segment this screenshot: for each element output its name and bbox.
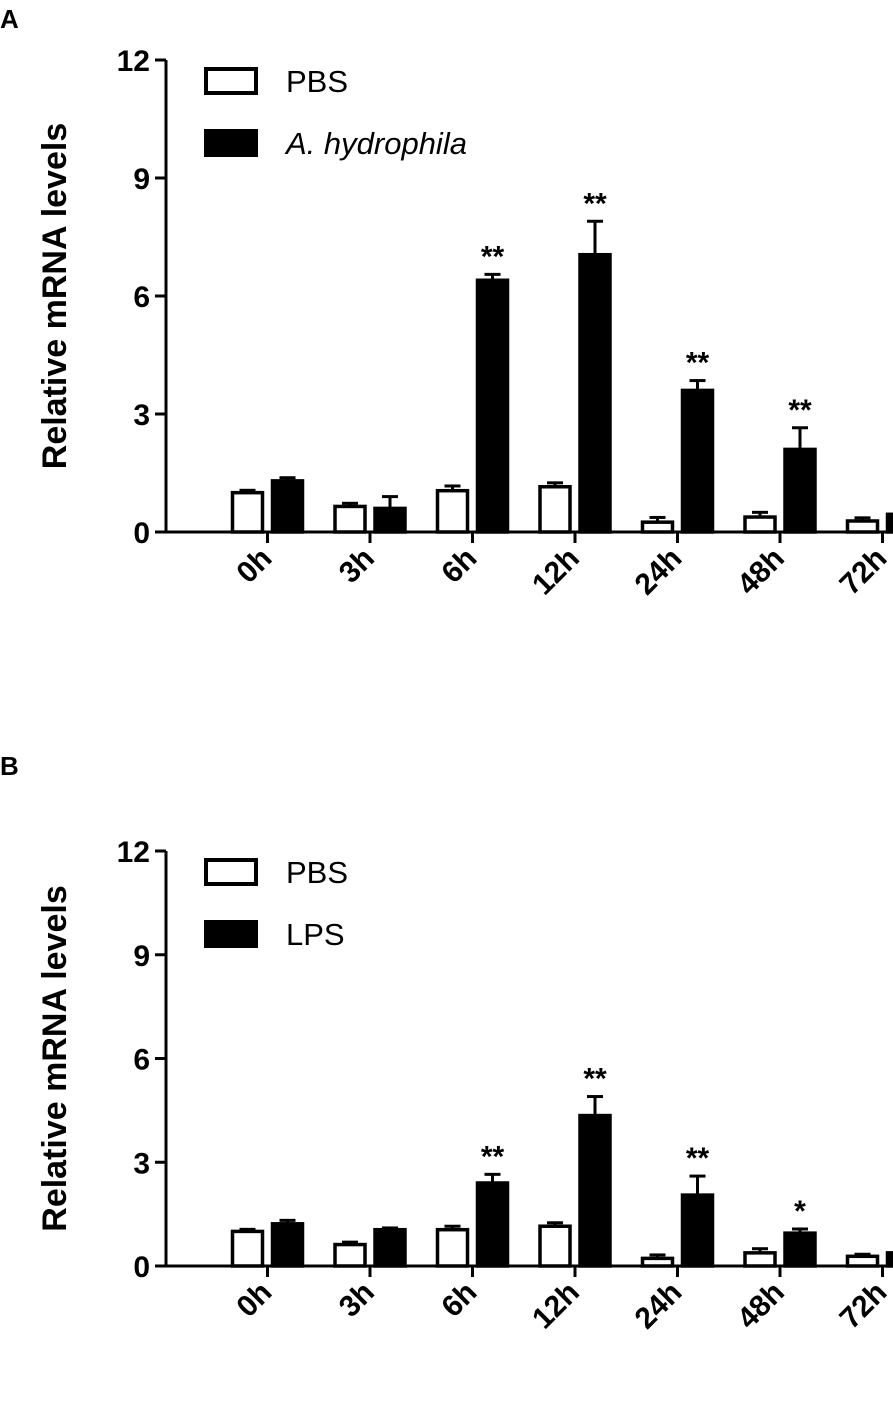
legend-label-pbs: PBS — [286, 855, 348, 890]
panel-b: B Relative mRNA levels 0 3 6 9 12 0h 3h 6h 12h 24h 4… — [0, 751, 893, 1336]
bar-pbs — [538, 485, 572, 534]
bar-treatment — [885, 1251, 893, 1268]
bar-pbs — [538, 1224, 572, 1268]
x-tick-label: 3h — [333, 542, 381, 590]
panel-a: A Relative mRNA levels 0 3 6 9 12 0h 3h 6h 12h 24h 4… — [0, 4, 893, 602]
bar-pbs — [435, 1227, 470, 1268]
y-tick-label: 0 — [133, 1251, 150, 1284]
bar-pbs — [640, 1256, 675, 1268]
x-tick-label: 48h — [731, 1276, 791, 1336]
significance-label: ** — [481, 240, 505, 273]
x-tick-label: 24h — [629, 542, 689, 602]
bar-pbs — [640, 520, 675, 534]
x-tick-label: 24h — [629, 1276, 689, 1336]
y-tick-label: 9 — [133, 940, 150, 973]
legend-label-pbs: PBS — [286, 64, 348, 99]
significance-label: ** — [788, 394, 812, 427]
y-tick-label: 12 — [117, 45, 150, 78]
x-tick-label: 48h — [731, 542, 791, 602]
bar-pbs — [333, 504, 367, 534]
legend-swatch-pbs — [204, 67, 258, 95]
bar-pbs — [230, 1229, 265, 1268]
bar-treatment — [680, 1193, 715, 1268]
legend-swatch-pbs — [204, 858, 258, 886]
bar-pbs — [845, 1254, 880, 1268]
bar-treatment — [885, 512, 893, 534]
x-tick-label: 12h — [526, 1276, 586, 1336]
bar-treatment — [373, 1227, 407, 1268]
x-tick-label: 3h — [333, 1276, 381, 1324]
x-tick-label: 6h — [435, 1276, 483, 1324]
bar-treatment — [578, 1113, 612, 1268]
y-axis-label: Relative mRNA levels — [36, 123, 74, 469]
legend-label-treatment: LPS — [286, 917, 345, 952]
x-tick-label: 0h — [230, 1276, 278, 1324]
significance-label: * — [794, 1195, 806, 1228]
y-tick-label: 3 — [133, 399, 150, 432]
significance-label: ** — [686, 1142, 710, 1175]
x-tick-label: 12h — [526, 542, 586, 602]
bar-treatment — [680, 388, 715, 534]
bar-treatment — [373, 506, 407, 534]
bar-treatment — [270, 1222, 305, 1268]
x-tick-label: 72h — [834, 1276, 893, 1336]
bar-pbs — [743, 515, 777, 534]
bar-treatment — [475, 1181, 510, 1268]
legend-label-treatment: A. hydrophila — [284, 126, 467, 161]
bar-treatment — [475, 278, 510, 534]
y-tick-label: 3 — [133, 1147, 150, 1180]
y-tick-label: 6 — [133, 281, 150, 314]
bar-pbs — [845, 519, 880, 534]
panel-letter: B — [0, 751, 19, 781]
significance-label: ** — [583, 187, 607, 220]
panel-letter: A — [0, 4, 19, 34]
bar-treatment — [783, 447, 817, 534]
bar-pbs — [333, 1242, 367, 1268]
y-tick-label: 9 — [133, 163, 150, 196]
y-tick-label: 0 — [133, 517, 150, 550]
bar-treatment — [578, 252, 612, 534]
y-tick-label: 12 — [117, 836, 150, 869]
bar-pbs — [743, 1251, 777, 1268]
legend-swatch-treatment — [204, 129, 258, 157]
bar-pbs — [230, 490, 265, 534]
x-tick-label: 72h — [834, 542, 893, 602]
significance-label: ** — [583, 1063, 607, 1096]
bar-treatment — [270, 479, 305, 534]
x-tick-label: 6h — [435, 542, 483, 590]
significance-label: ** — [481, 1140, 505, 1173]
bar-treatment — [783, 1231, 817, 1268]
y-axis-label: Relative mRNA levels — [36, 885, 74, 1231]
x-tick-label: 0h — [230, 542, 278, 590]
y-tick-label: 6 — [133, 1044, 150, 1077]
significance-label: ** — [686, 347, 710, 380]
legend-swatch-treatment — [204, 920, 258, 948]
bar-pbs — [435, 488, 470, 534]
